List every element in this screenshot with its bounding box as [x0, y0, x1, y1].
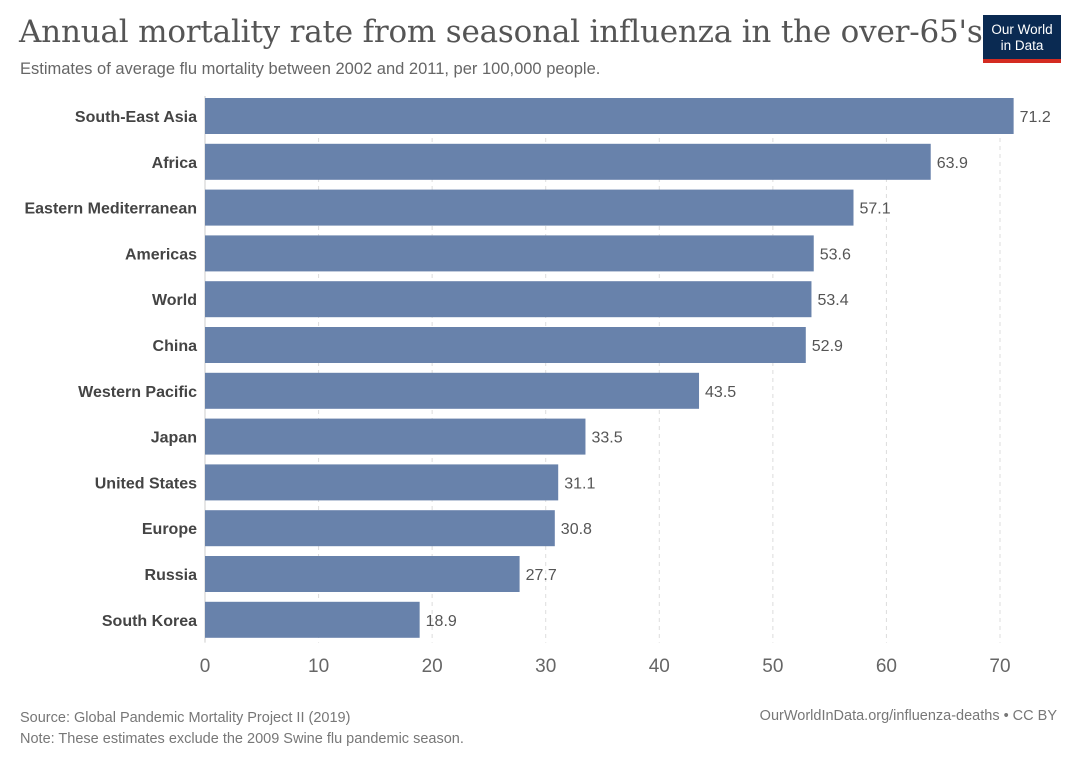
chart-subtitle: Estimates of average flu mortality betwe…: [20, 60, 601, 78]
category-label: China: [153, 338, 198, 355]
data-label: 57.1: [859, 201, 890, 218]
category-label: Europe: [142, 521, 197, 538]
note-text: Note: These estimates exclude the 2009 S…: [20, 731, 464, 747]
category-label: United States: [95, 475, 197, 492]
category-label: Africa: [152, 155, 197, 172]
license-link[interactable]: CC BY: [1012, 708, 1057, 724]
category-label: South Korea: [102, 613, 197, 630]
x-tick-label: 50: [762, 656, 783, 677]
x-tick-label: 0: [200, 656, 211, 677]
chart-title: Annual mortality rate from seasonal infl…: [19, 14, 983, 50]
bar: [205, 98, 1014, 134]
x-tick-label: 10: [308, 656, 329, 677]
bar: [205, 510, 555, 547]
footer-credits: OurWorldInData.org/influenza-deaths • CC B…: [760, 708, 1057, 724]
logo-line-1: Our World: [991, 22, 1053, 37]
separator: •: [1003, 708, 1009, 724]
bar: [205, 601, 420, 638]
bar: [205, 464, 559, 501]
data-label: 52.9: [812, 338, 843, 355]
bar: [205, 235, 814, 272]
x-tick-label: 30: [535, 656, 556, 677]
source-url-link[interactable]: OurWorldInData.org/influenza-deaths: [759, 708, 1000, 724]
data-label: 63.9: [937, 155, 968, 172]
data-label: 27.7: [526, 567, 557, 584]
category-label: Western Pacific: [78, 384, 197, 401]
data-label: 71.2: [1020, 109, 1051, 126]
bar: [205, 281, 812, 318]
data-label: 53.4: [817, 292, 848, 309]
category-label: Americas: [125, 246, 197, 263]
footer-notes: Source: Global Pandemic Mortality Projec…: [20, 708, 464, 750]
category-label: Japan: [151, 430, 197, 447]
category-label: Eastern Mediterranean: [24, 201, 197, 218]
data-label: 43.5: [705, 384, 736, 401]
x-tick-label: 60: [876, 656, 897, 677]
source-text: Source: Global Pandemic Mortality Projec…: [20, 710, 351, 726]
bar: [205, 372, 700, 409]
logo-line-2: in Data: [1000, 38, 1044, 53]
owid-logo[interactable]: Our World in Data: [983, 15, 1061, 63]
bar: [205, 327, 806, 363]
x-tick-label: 40: [649, 656, 670, 677]
data-label: 33.5: [591, 430, 622, 447]
data-label: 31.1: [564, 475, 595, 492]
x-tick-label: 20: [422, 656, 443, 677]
data-label: 18.9: [426, 613, 457, 630]
bar: [205, 189, 854, 226]
data-label: 30.8: [561, 521, 592, 538]
bar: [205, 418, 586, 455]
category-label: World: [152, 292, 197, 309]
data-label: 53.6: [820, 246, 851, 263]
x-tick-label: 70: [989, 656, 1010, 677]
bar: [205, 556, 520, 592]
category-label: South-East Asia: [75, 109, 197, 126]
bar: [205, 143, 931, 180]
category-label: Russia: [145, 567, 198, 584]
